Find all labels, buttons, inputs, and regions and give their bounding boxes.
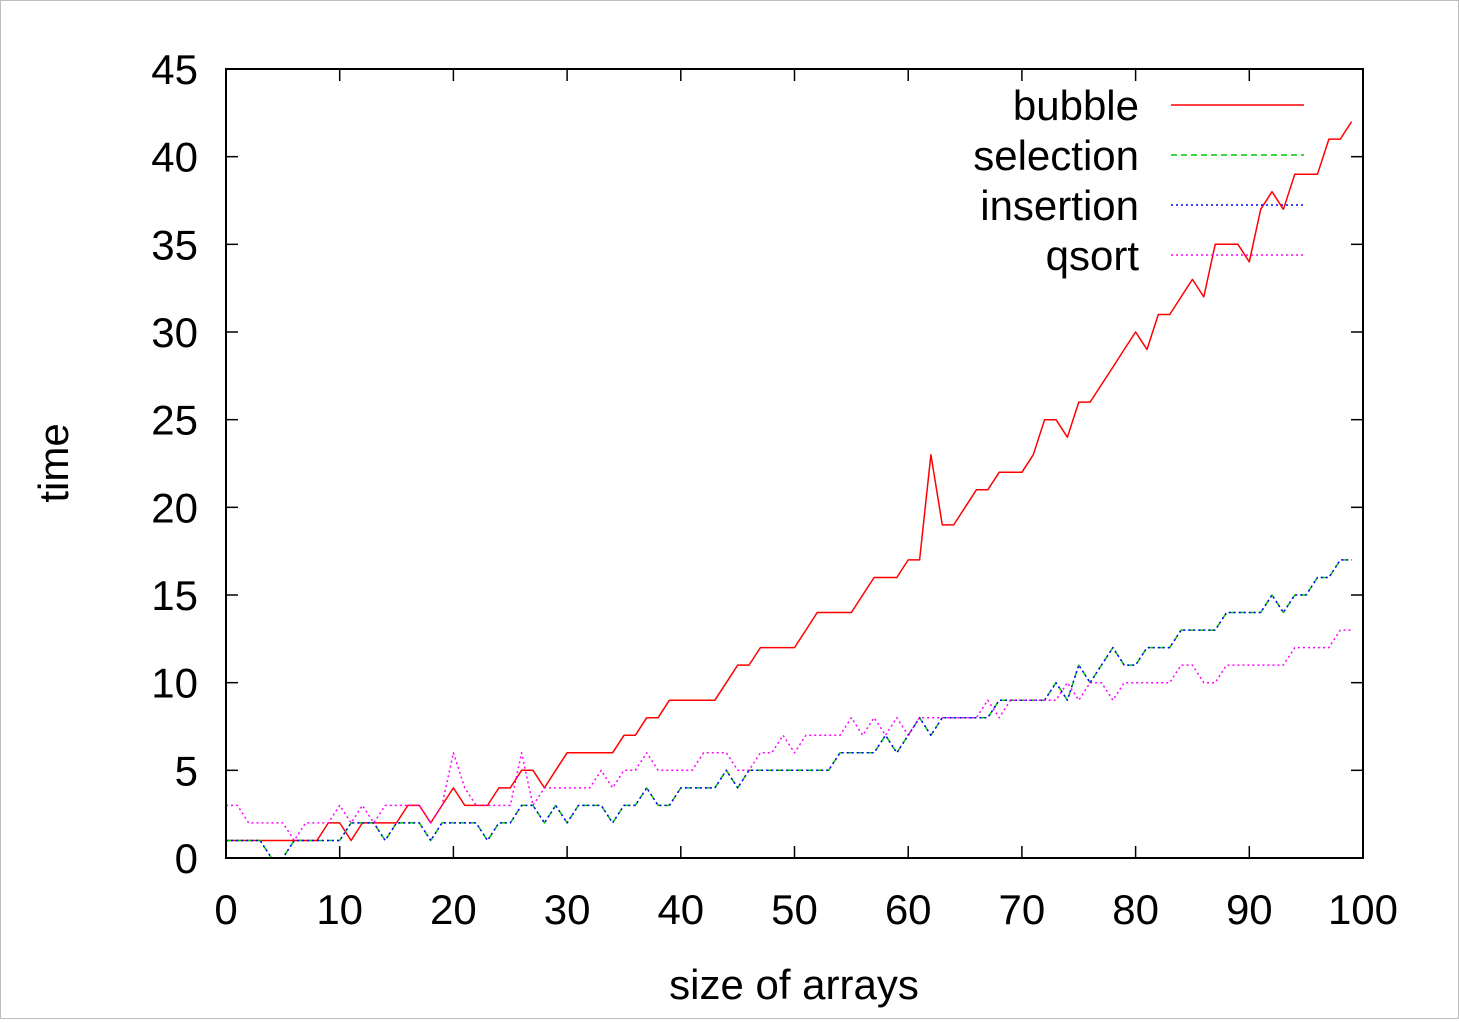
series-lines [226,121,1353,859]
y-tick-label: 35 [151,221,198,268]
legend-label-insertion: insertion [980,182,1139,229]
x-tick-label: 10 [316,886,363,933]
series-line-selection [226,559,1352,859]
axes: 0 10 20 30 40 50 60 70 80 90 100 0 5 10 15 20 25 30 35 40 45 [151,46,1398,933]
legend-label-qsort: qsort [1046,232,1140,279]
series-line-qsort [226,629,1352,842]
y-tick-label: 25 [151,397,198,444]
x-tick-label: 0 [214,886,237,933]
y-tick-label: 15 [151,572,198,619]
x-tick-label: 60 [885,886,932,933]
x-tick-label: 80 [1112,886,1159,933]
y-axis-label: time [30,423,77,502]
plot-area-border [225,68,1364,859]
x-tick-label: 50 [771,886,818,933]
y-tick-label: 45 [151,46,198,93]
x-tick-label: 30 [544,886,591,933]
y-tick-label: 40 [151,134,198,181]
y-tick-label: 30 [151,309,198,356]
y-tick-label: 0 [175,835,198,882]
y-tick-label: 5 [175,747,198,794]
x-tick-label: 40 [657,886,704,933]
x-axis-label: size of arrays [669,961,919,1008]
y-tick-label: 20 [151,484,198,531]
x-tick-label: 20 [430,886,477,933]
y-tick-label: 10 [151,660,198,707]
series-line-bubble [226,121,1353,842]
series-line-insertion [226,559,1352,859]
legend-label-bubble: bubble [1013,82,1139,129]
x-tick-label: 100 [1328,886,1398,933]
x-tick-label: 90 [1226,886,1273,933]
x-tick-label: 70 [999,886,1046,933]
legend-label-selection: selection [973,132,1139,179]
